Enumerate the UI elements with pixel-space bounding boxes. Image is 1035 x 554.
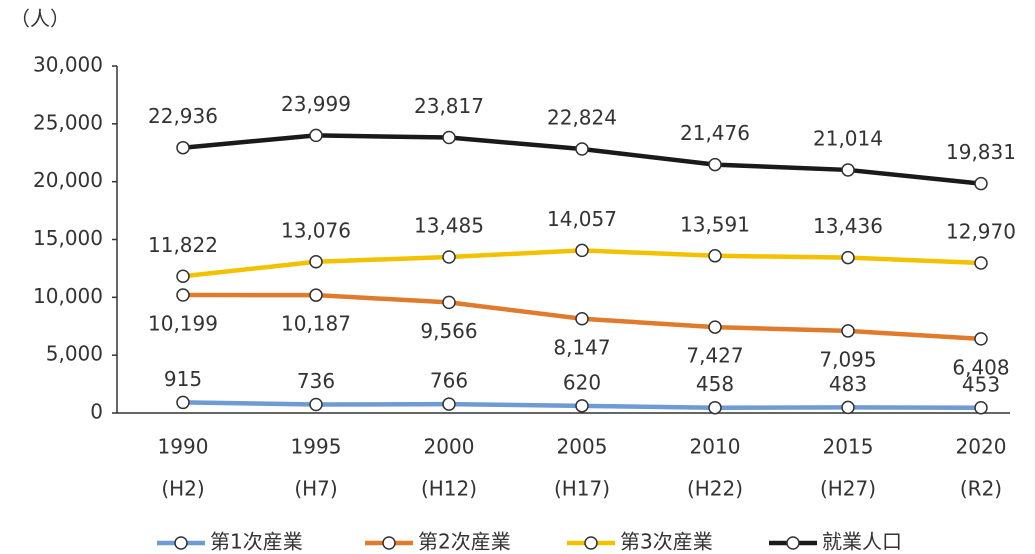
y-tick-label: 25,000 xyxy=(33,110,103,134)
point xyxy=(575,142,589,156)
legend-label: 第2次産業 xyxy=(418,530,511,554)
data-label: 915 xyxy=(164,367,202,391)
data-label: 11,822 xyxy=(148,233,218,257)
point xyxy=(442,250,456,264)
legend-marker xyxy=(174,536,188,550)
data-label: 21,476 xyxy=(680,121,750,145)
point xyxy=(575,399,589,413)
x-tick-label: 2015 xyxy=(823,435,874,459)
x-tick-label: (H2) xyxy=(161,477,204,501)
point xyxy=(309,128,323,143)
point xyxy=(176,288,190,302)
x-tick-label: 2005 xyxy=(557,435,608,459)
point xyxy=(841,324,855,338)
point xyxy=(309,288,323,302)
x-tick-label: 1990 xyxy=(158,435,209,459)
point xyxy=(841,400,855,415)
data-label: 483 xyxy=(829,372,867,396)
x-tick-label: 2000 xyxy=(424,435,475,459)
data-label: 22,936 xyxy=(148,104,218,128)
legend-marker xyxy=(786,536,800,550)
legend-label: 就業人口 xyxy=(822,530,902,554)
data-label: 9,566 xyxy=(420,319,477,343)
point xyxy=(974,332,988,346)
point xyxy=(309,397,323,412)
point xyxy=(841,163,855,177)
point xyxy=(841,250,855,265)
data-label: 7,095 xyxy=(819,347,876,371)
point xyxy=(575,243,589,258)
data-label: 23,999 xyxy=(281,92,351,116)
point xyxy=(708,400,722,415)
x-tick-label: 1995 xyxy=(291,435,342,459)
x-tick-label: (H7) xyxy=(294,477,337,501)
data-label: 453 xyxy=(962,372,1000,396)
point xyxy=(442,130,456,145)
point xyxy=(974,401,988,415)
x-tick-label: 2010 xyxy=(690,435,741,459)
x-tick-label: (H22) xyxy=(687,477,743,501)
data-label: 13,485 xyxy=(414,214,484,238)
x-tick-label: (H17) xyxy=(554,477,610,501)
y-tick-label: 5,000 xyxy=(46,342,103,366)
data-label: 23,817 xyxy=(414,94,484,118)
x-tick-label: 2020 xyxy=(956,435,1007,459)
point xyxy=(575,312,589,326)
data-label: 7,427 xyxy=(686,344,743,368)
point xyxy=(176,269,190,284)
data-label: 13,591 xyxy=(680,212,750,236)
legend-label: 第3次産業 xyxy=(620,530,713,554)
point xyxy=(309,255,323,269)
point xyxy=(442,397,456,411)
data-label: 19,831 xyxy=(946,140,1016,164)
data-label: 736 xyxy=(297,369,335,393)
y-tick-label: 20,000 xyxy=(33,168,103,192)
data-label: 21,014 xyxy=(813,126,883,150)
y-axis-label: （人） xyxy=(10,7,70,31)
point xyxy=(442,295,456,310)
data-label: 766 xyxy=(430,369,468,393)
x-tick-label: (H12) xyxy=(421,477,477,501)
y-tick-label: 10,000 xyxy=(33,284,103,308)
data-label: 8,147 xyxy=(553,335,610,359)
data-label: 14,057 xyxy=(547,207,617,231)
point xyxy=(974,176,988,191)
x-tick-label: (R2) xyxy=(960,477,1002,501)
point xyxy=(974,256,988,270)
data-label: 458 xyxy=(696,372,734,396)
point xyxy=(176,395,190,410)
data-label: 13,076 xyxy=(281,218,351,242)
y-tick-label: 30,000 xyxy=(33,53,103,77)
data-label: 22,824 xyxy=(547,106,617,130)
legend-marker xyxy=(382,536,396,550)
data-label: 10,199 xyxy=(148,312,218,336)
point xyxy=(176,140,190,155)
data-label: 6,408 xyxy=(952,355,1009,379)
legend-marker xyxy=(584,536,598,550)
data-label: 12,970 xyxy=(946,219,1016,243)
x-tick-label: (H27) xyxy=(820,477,876,501)
data-label: 620 xyxy=(563,370,601,394)
data-label: 13,436 xyxy=(813,214,883,238)
legend-label: 第1次産業 xyxy=(210,530,303,554)
y-tick-label: 15,000 xyxy=(33,226,103,250)
data-label: 10,187 xyxy=(281,312,351,336)
point xyxy=(708,249,722,263)
y-tick-label: 0 xyxy=(90,400,103,424)
point xyxy=(708,320,722,334)
point xyxy=(708,157,722,172)
